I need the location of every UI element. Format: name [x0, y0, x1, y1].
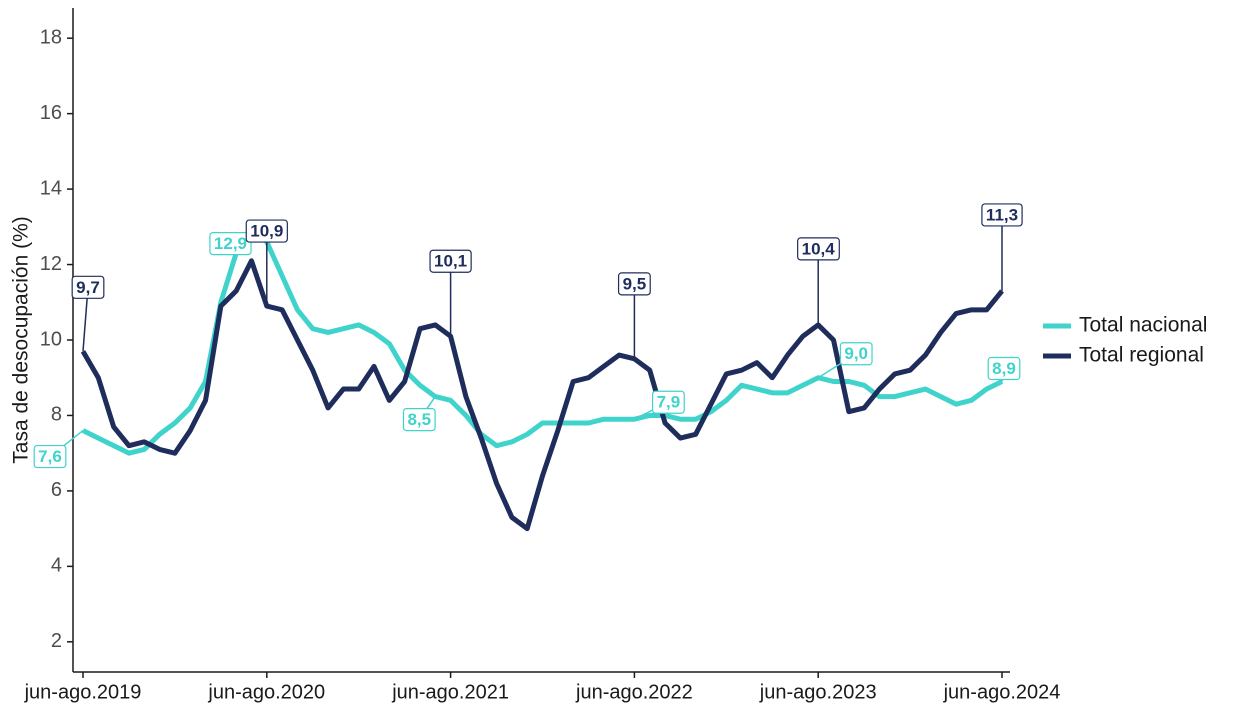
y-tick-label: 10 — [40, 328, 62, 350]
legend-label: Total regional — [1079, 344, 1204, 367]
legend-label: Total nacional — [1079, 314, 1207, 337]
value-label-box — [402, 407, 436, 432]
series-line — [80, 258, 1004, 532]
x-tick-label: jun-ago.2021 — [391, 681, 509, 703]
value-label-box — [209, 231, 252, 256]
value-label: 10,9 — [250, 222, 283, 241]
value-label-box — [71, 275, 105, 299]
value-label: 9,7 — [76, 278, 100, 297]
x-tick-label: jun-ago.2020 — [207, 681, 325, 703]
value-label-box — [839, 342, 873, 366]
value-label-box — [797, 237, 840, 261]
y-tick-label: 12 — [40, 253, 62, 275]
value-label: 9,0 — [844, 344, 868, 363]
value-label-box — [987, 356, 1021, 381]
value-label: 12,9 — [214, 234, 247, 253]
value-label: 9,5 — [623, 274, 647, 293]
x-tick-label: jun-ago.2023 — [759, 681, 877, 703]
y-tick-label: 8 — [51, 404, 62, 426]
x-tick-label: jun-ago.2022 — [575, 681, 693, 703]
x-tick-label: jun-ago.2024 — [943, 681, 1061, 703]
y-tick-label: 16 — [40, 102, 62, 124]
value-label: 10,1 — [434, 252, 467, 271]
y-tick-label: 6 — [51, 479, 62, 501]
series-line — [81, 228, 1004, 456]
value-label-box — [33, 444, 67, 469]
value-label: 10,4 — [802, 239, 836, 258]
value-label: 7,9 — [657, 393, 681, 412]
value-label-box — [617, 272, 651, 296]
y-tick-label: 4 — [51, 555, 62, 577]
value-label: 11,3 — [986, 205, 1018, 224]
value-label-box — [429, 249, 472, 273]
y-tick-label: 14 — [40, 177, 62, 199]
value-label: 8,9 — [992, 359, 1016, 378]
y-tick-label: 2 — [51, 630, 62, 652]
value-label-box — [245, 219, 288, 243]
value-label-box — [981, 203, 1023, 227]
y-axis-label: Tasa de desocupación (%) — [10, 216, 33, 463]
value-label-box — [651, 390, 685, 414]
value-label: 8,5 — [407, 410, 431, 429]
x-tick-label: jun-ago.2019 — [24, 681, 142, 703]
y-tick-label: 18 — [40, 26, 62, 48]
value-label: 7,6 — [38, 447, 62, 466]
